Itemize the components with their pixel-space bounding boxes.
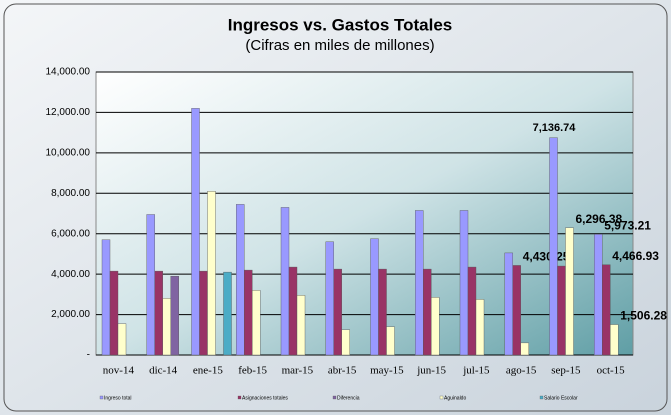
data-label: 4,430.25 [523,250,570,264]
bar [415,210,424,356]
legend-label: Aguinaldo [444,395,466,401]
bar [288,266,298,356]
bar [504,252,513,356]
bar [467,266,477,356]
legend-label: Ingreso total [104,395,132,401]
bar [602,264,611,356]
bar [191,108,200,356]
x-tick-label: ago-15 [506,365,537,377]
bar [325,241,334,356]
x-tick-label: dic-14 [149,365,178,377]
data-label: 5,973.21 [604,218,651,232]
bar [520,342,529,356]
bar [252,290,261,356]
y-tick-label: 12,000.00 [46,107,91,118]
bar [170,275,179,356]
y-tick-label: 8,000.00 [51,188,90,199]
x-tick-label: mar-15 [282,365,314,377]
legend-label: Salario Escolar [544,395,578,401]
legend-label: Diferencia [337,395,360,401]
bar [594,234,603,356]
bar [370,238,379,356]
legend-swatch [539,395,544,400]
y-tick-label: 14,000.00 [46,67,91,78]
bar [162,298,171,356]
bar [341,329,350,356]
bar [610,324,619,356]
legend-swatch [99,395,104,400]
bar [431,297,440,356]
y-tick-label: 2,000.00 [51,309,90,320]
data-label: 1,506.28 [620,309,667,323]
legend-swatch [237,395,242,400]
bar [296,295,306,356]
data-label: 4,466.93 [612,249,659,263]
bar [154,270,163,356]
y-tick-label: 10,000.00 [46,147,91,158]
annotation: 7,136.74 [533,122,577,134]
x-tick-label: may-15 [370,365,404,377]
bar [378,268,387,356]
x-tick-label: oct-15 [597,365,626,377]
bar [475,299,485,356]
y-tick-label: - [87,350,90,361]
x-tick-label: sep-15 [551,365,581,377]
x-tick-label: jun-15 [416,365,446,377]
bar [236,204,245,356]
x-tick-label: feb-15 [238,365,267,377]
legend-label: Asignaciones totales [242,395,288,401]
x-tick-label: ene-15 [193,365,223,377]
data-label: 6,296.38 [576,212,623,226]
chart-title: Ingresos vs. Gastos Totales [228,15,453,34]
y-tick-label: 6,000.00 [51,228,90,239]
legend-swatch [439,395,444,400]
y-tick-label: 4,000.00 [51,269,90,280]
frame [3,3,668,412]
bar [280,207,290,356]
legend-swatch [332,395,337,400]
bar [109,270,119,356]
bar [557,265,566,356]
x-tick-label: jul-15 [462,365,490,377]
chart-subtitle: (Cifras en miles de millones) [245,37,434,54]
bar [423,268,432,356]
x-tick-label: abr-15 [328,365,357,377]
bar [459,210,469,356]
bar [117,323,127,356]
bar [223,271,232,356]
plot-area [95,71,634,356]
bar [146,214,155,356]
bar [333,268,342,356]
bar [549,137,558,356]
x-tick-label: nov-14 [103,365,135,377]
bar [207,191,216,356]
bar [512,265,521,356]
bar [386,326,395,356]
bar [565,227,574,356]
bar [101,239,111,356]
bar [199,270,208,356]
bar [244,269,253,356]
